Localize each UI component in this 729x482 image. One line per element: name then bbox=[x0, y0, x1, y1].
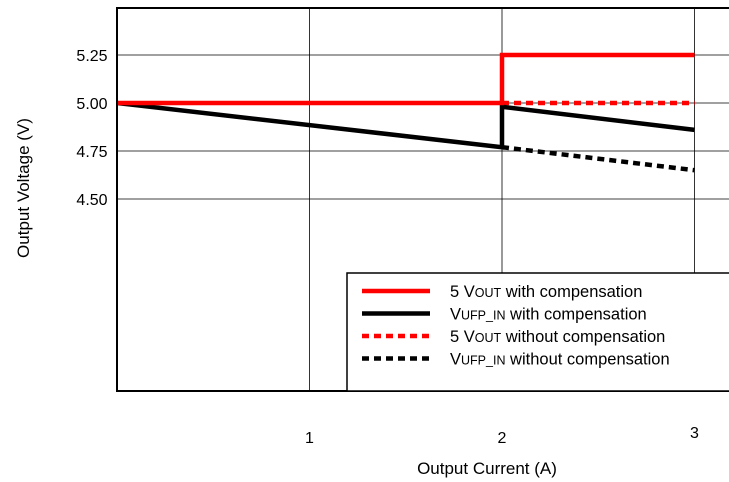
tick-labels: 1 2 3 4.50 4.75 5.00 5.25 bbox=[76, 48, 699, 447]
y-tick-label: 5.00 bbox=[76, 96, 107, 113]
y-tick-label: 5.25 bbox=[76, 48, 107, 65]
legend-label-suffix: with compensation bbox=[505, 306, 646, 324]
legend-label-subscript: OUT bbox=[475, 286, 502, 300]
x-tick-label: 2 bbox=[498, 430, 507, 447]
legend-label-prefix: 5 V bbox=[450, 283, 475, 301]
y-axis-label: Output Voltage (V) bbox=[14, 118, 33, 258]
legend-label-prefix: V bbox=[450, 351, 461, 369]
legend-label-suffix: without compensation bbox=[505, 351, 669, 369]
y-tick-label: 4.50 bbox=[76, 192, 107, 209]
legend-label-subscript: UFP_IN bbox=[461, 309, 505, 323]
x-tick-label: 1 bbox=[305, 430, 314, 447]
x-axis-label: Output Current (A) bbox=[417, 459, 557, 478]
legend-label: VUFP_IN with compensation bbox=[450, 306, 647, 324]
y-tick-label: 4.75 bbox=[76, 144, 107, 161]
legend-label: VUFP_IN without compensation bbox=[450, 351, 670, 369]
legend-label-suffix: without compensation bbox=[501, 328, 665, 346]
legend-label: 5 VOUT without compensation bbox=[450, 328, 665, 346]
series-lines bbox=[116, 52, 695, 173]
x-tick-label: 3 bbox=[690, 425, 699, 442]
series-line-0 bbox=[117, 52, 695, 106]
legend-label-prefix: V bbox=[450, 306, 461, 324]
series-line-1 bbox=[116, 100, 695, 150]
legend-label-subscript: OUT bbox=[475, 331, 502, 345]
series-line-3 bbox=[501, 144, 695, 173]
legend-label-subscript: UFP_IN bbox=[461, 354, 505, 368]
legend-label: 5 VOUT with compensation bbox=[450, 283, 642, 301]
legend-label-prefix: 5 V bbox=[450, 328, 475, 346]
legend-label-suffix: with compensation bbox=[501, 283, 642, 301]
